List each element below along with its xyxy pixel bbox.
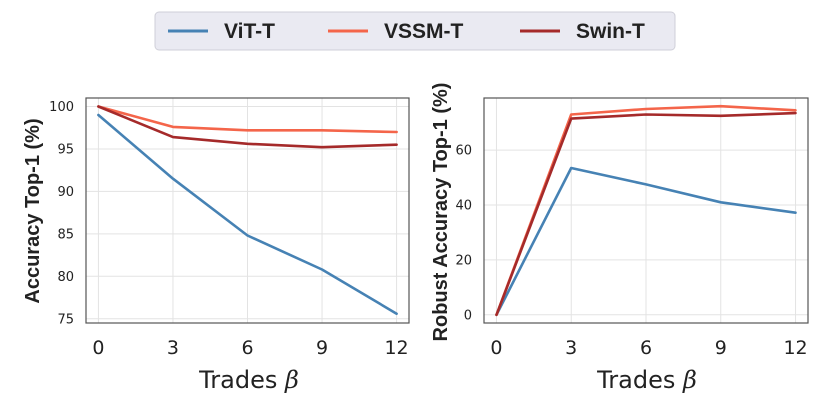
legend-box [154,11,676,51]
x-tick-label: 3 [167,337,179,359]
series-line-vit-t [97,113,398,316]
legend-item-swin-t: Swin-T [520,20,645,43]
x-tick-label: 0 [490,337,502,359]
y-tick-label: 90 [57,185,74,200]
legend-item-vssm-t: VSSM-T [328,20,464,43]
y-tick-label: 0 [464,308,472,323]
y-tick-label: 95 [57,142,74,157]
chart-robust-accuracy: Robust Accuracy Top-1 (%) Trades β 0 20 40… [430,83,809,394]
y-tick-label: 40 [455,199,472,214]
x-tick-label: 6 [241,337,253,359]
x-tick-label: 12 [783,337,807,359]
x-axis-label-text: Trades [596,366,675,394]
beta-symbol: β [284,366,299,394]
plot-frame [85,97,410,324]
legend-label-swin-t: Swin-T [576,20,645,43]
x-tick-label: 6 [640,337,652,359]
x-tick-label: 12 [384,337,408,359]
x-axis-label-accuracy: Trades β [198,366,299,394]
series-line-swin-t [495,111,797,317]
y-tick-label: 75 [57,312,74,327]
y-axis-label-robust-accuracy: Robust Accuracy Top-1 (%) [430,83,452,342]
y-tick-label: 85 [57,227,74,242]
y-tick-label: 60 [455,144,472,159]
y-tick-label: 80 [57,270,74,285]
chart-accuracy: Accuracy Top-1 (%) Trades β 758085909510… [22,97,410,394]
y-tick-label: 100 [49,100,74,115]
beta-symbol: β [682,366,697,394]
x-axis-label-text: Trades [198,366,277,394]
x-axis-label-robust-accuracy: Trades β [596,366,697,394]
y-tick-label: 20 [455,253,472,268]
legend-label-vssm-t: VSSM-T [384,20,464,43]
plot-frame [483,97,809,324]
y-axis-label-accuracy: Accuracy Top-1 (%) [22,118,44,303]
plot-area [483,97,809,324]
series-line-swin-t [97,105,398,149]
series-line-vssm-t [97,105,398,134]
x-tick-label: 9 [715,337,727,359]
legend-label-vit-t: ViT-T [224,20,275,43]
series-line-vit-t [495,166,797,317]
legend: ViT-T VSSM-T Swin-T [154,11,676,51]
plot-area [85,97,410,324]
x-tick-label: 3 [565,337,577,359]
legend-item-vit-t: ViT-T [168,20,275,43]
x-tick-label: 0 [92,337,104,359]
x-tick-label: 9 [316,337,328,359]
